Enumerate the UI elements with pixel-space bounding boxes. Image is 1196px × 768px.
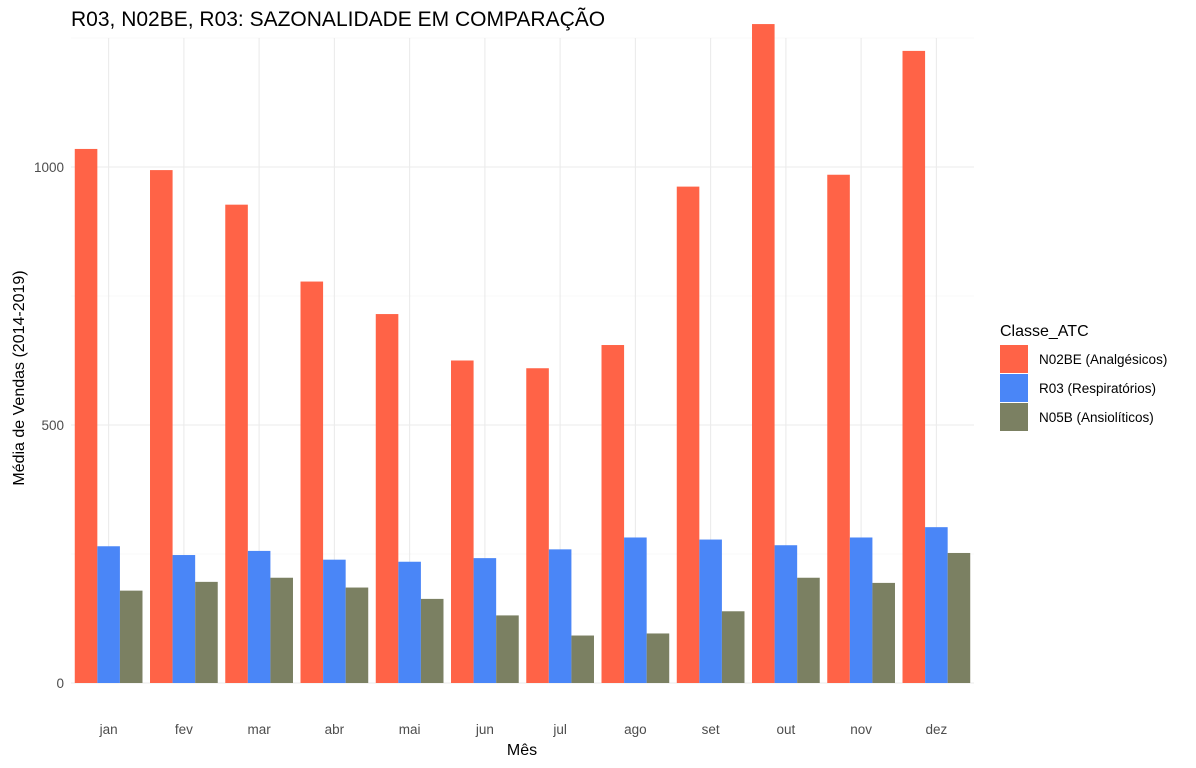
legend-swatch xyxy=(1000,345,1028,373)
bar xyxy=(721,611,745,683)
x-tick-label: set xyxy=(702,722,720,737)
bar xyxy=(345,587,369,683)
legend-title: Classe_ATC xyxy=(1000,323,1089,340)
bar xyxy=(451,360,474,683)
bar xyxy=(473,558,497,683)
bar xyxy=(375,314,399,683)
x-tick-label: ago xyxy=(624,722,647,737)
bar xyxy=(150,170,173,683)
bar xyxy=(172,555,196,683)
bar xyxy=(420,598,444,683)
x-tick-label: dez xyxy=(925,722,947,737)
bar xyxy=(97,546,120,683)
bar xyxy=(797,577,820,683)
x-tick-label: abr xyxy=(325,722,345,737)
x-tick-label: nov xyxy=(850,722,872,737)
bar xyxy=(849,537,873,683)
bar xyxy=(571,635,594,683)
bar xyxy=(624,537,647,683)
x-tick-label: mar xyxy=(248,722,272,737)
y-tick-label: 0 xyxy=(56,676,64,691)
legend-label: N05B (Ansiolíticos) xyxy=(1039,410,1154,425)
legend-label: N02BE (Analgésicos) xyxy=(1039,352,1167,367)
bars xyxy=(74,24,971,684)
bar xyxy=(270,577,293,683)
x-tick-label: fev xyxy=(175,722,193,737)
bar xyxy=(225,204,248,683)
bar xyxy=(925,527,948,683)
bar xyxy=(398,561,421,683)
x-axis: jan fev mar abr mai jun jul ago set out nov dez xyxy=(99,722,948,737)
bar xyxy=(752,24,775,684)
legend-label: R03 (Respiratórios) xyxy=(1039,381,1156,396)
y-axis-title: Média de Vendas (2014-2019) xyxy=(11,270,28,485)
bar xyxy=(119,590,143,683)
bar xyxy=(496,615,519,683)
bar xyxy=(195,581,218,683)
y-tick-label: 500 xyxy=(41,418,64,433)
bar xyxy=(699,539,722,683)
bar xyxy=(947,552,971,683)
x-tick-label: mai xyxy=(399,722,421,737)
y-tick-label: 1000 xyxy=(34,160,64,175)
bar xyxy=(74,148,98,683)
legend: Classe_ATC N02BE (Analgésicos) R03 (Respi… xyxy=(1000,323,1167,431)
bar xyxy=(676,186,700,683)
bar xyxy=(323,559,346,683)
x-tick-label: jul xyxy=(552,722,567,737)
bar xyxy=(646,633,670,683)
legend-items: N02BE (Analgésicos) R03 (Respiratórios) N0… xyxy=(1000,345,1167,431)
legend-swatch xyxy=(1000,374,1028,402)
x-tick-label: jun xyxy=(475,722,494,737)
chart-title: R03, N02BE, R03: SAZONALIDADE EM COMPARA… xyxy=(71,7,605,31)
y-axis: 0 500 1000 xyxy=(34,160,64,691)
bar xyxy=(526,368,549,683)
x-axis-title: Mês xyxy=(507,742,537,759)
x-tick-label: out xyxy=(776,722,795,737)
bar xyxy=(601,345,625,683)
legend-swatch xyxy=(1000,403,1028,431)
bar xyxy=(872,582,895,683)
x-tick-label: jan xyxy=(99,722,118,737)
bar xyxy=(827,174,850,684)
bar xyxy=(548,549,572,683)
bar xyxy=(300,281,324,683)
bar xyxy=(902,50,926,683)
bar xyxy=(247,550,271,683)
bar xyxy=(774,545,798,683)
